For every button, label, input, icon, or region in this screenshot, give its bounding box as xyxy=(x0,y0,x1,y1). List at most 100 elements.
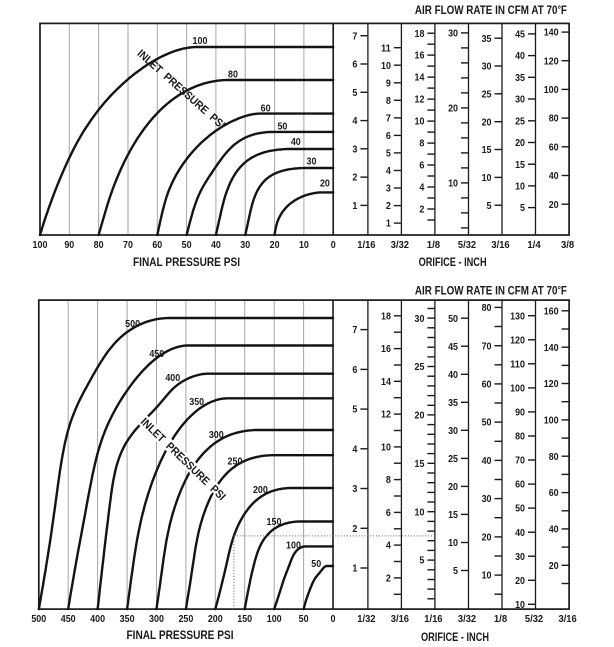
svg-text:25: 25 xyxy=(515,116,525,127)
svg-text:ORIFICE - INCH: ORIFICE - INCH xyxy=(421,632,489,644)
svg-text:10: 10 xyxy=(515,182,525,193)
svg-text:100: 100 xyxy=(544,85,559,96)
svg-text:10: 10 xyxy=(299,240,309,251)
svg-text:5: 5 xyxy=(453,566,458,577)
svg-text:4: 4 xyxy=(386,166,391,177)
svg-text:100: 100 xyxy=(286,540,301,551)
svg-text:1: 1 xyxy=(352,201,357,212)
svg-text:50: 50 xyxy=(277,122,287,133)
svg-text:2: 2 xyxy=(386,574,391,585)
svg-text:3/8: 3/8 xyxy=(561,240,575,251)
svg-text:150: 150 xyxy=(237,614,252,625)
svg-text:200: 200 xyxy=(253,485,268,496)
svg-text:35: 35 xyxy=(482,34,492,45)
svg-text:5: 5 xyxy=(386,149,391,160)
svg-text:60: 60 xyxy=(261,104,271,115)
svg-text:30: 30 xyxy=(240,240,250,251)
svg-text:6: 6 xyxy=(386,508,391,519)
svg-text:5/32: 5/32 xyxy=(458,240,477,251)
svg-text:10: 10 xyxy=(415,507,425,518)
svg-text:1/32: 1/32 xyxy=(357,614,376,625)
svg-text:80: 80 xyxy=(549,452,559,463)
svg-text:5: 5 xyxy=(520,203,525,214)
svg-text:400: 400 xyxy=(165,373,180,384)
svg-text:80: 80 xyxy=(94,240,104,251)
svg-text:100: 100 xyxy=(267,614,282,625)
svg-text:5: 5 xyxy=(352,88,357,99)
svg-text:100: 100 xyxy=(193,36,208,47)
svg-text:14: 14 xyxy=(415,73,425,84)
svg-text:25: 25 xyxy=(415,362,425,373)
svg-text:0: 0 xyxy=(331,614,336,625)
svg-text:45: 45 xyxy=(448,342,458,353)
svg-text:20: 20 xyxy=(270,240,280,251)
svg-text:4: 4 xyxy=(386,541,391,552)
svg-text:25: 25 xyxy=(448,454,458,465)
svg-text:120: 120 xyxy=(544,379,559,390)
svg-text:45: 45 xyxy=(515,30,525,41)
svg-text:10: 10 xyxy=(482,173,492,184)
svg-text:8: 8 xyxy=(386,96,391,107)
svg-text:40: 40 xyxy=(211,240,221,251)
svg-text:2: 2 xyxy=(352,173,357,184)
svg-text:110: 110 xyxy=(510,359,525,370)
svg-text:FINAL PRESSURE PSI: FINAL PRESSURE PSI xyxy=(127,630,234,642)
svg-text:3/32: 3/32 xyxy=(391,240,410,251)
svg-text:25: 25 xyxy=(482,89,492,100)
svg-text:500: 500 xyxy=(125,319,140,330)
svg-text:15: 15 xyxy=(448,510,458,521)
svg-text:200: 200 xyxy=(208,614,223,625)
svg-text:70: 70 xyxy=(123,240,133,251)
svg-text:1/4: 1/4 xyxy=(527,240,541,251)
svg-text:300: 300 xyxy=(209,430,224,441)
svg-text:6: 6 xyxy=(352,60,357,71)
svg-text:40: 40 xyxy=(291,137,301,148)
svg-text:300: 300 xyxy=(149,614,164,625)
svg-text:11: 11 xyxy=(381,43,391,54)
svg-text:50: 50 xyxy=(182,240,192,251)
svg-text:10: 10 xyxy=(415,117,425,128)
svg-text:20: 20 xyxy=(549,200,559,211)
svg-text:35: 35 xyxy=(448,398,458,409)
svg-text:80: 80 xyxy=(549,114,559,125)
svg-text:5: 5 xyxy=(487,201,492,212)
svg-text:30: 30 xyxy=(515,552,525,563)
svg-text:120: 120 xyxy=(510,335,525,346)
svg-text:20: 20 xyxy=(415,411,425,422)
svg-text:70: 70 xyxy=(515,456,525,467)
svg-text:4: 4 xyxy=(352,116,357,127)
svg-text:7: 7 xyxy=(352,31,357,42)
svg-text:100: 100 xyxy=(33,240,48,251)
svg-text:80: 80 xyxy=(482,303,492,314)
svg-text:50: 50 xyxy=(482,418,492,429)
svg-text:3/16: 3/16 xyxy=(559,614,578,625)
svg-text:1: 1 xyxy=(386,219,391,230)
svg-text:6: 6 xyxy=(386,131,391,142)
svg-text:3/32: 3/32 xyxy=(458,614,477,625)
svg-text:90: 90 xyxy=(64,240,74,251)
svg-text:1: 1 xyxy=(352,564,357,575)
svg-text:60: 60 xyxy=(549,142,559,153)
svg-text:40: 40 xyxy=(482,456,492,467)
svg-text:140: 140 xyxy=(544,28,559,39)
svg-text:40: 40 xyxy=(515,528,525,539)
svg-text:15: 15 xyxy=(515,160,525,171)
svg-text:5/32: 5/32 xyxy=(525,614,544,625)
svg-text:60: 60 xyxy=(549,488,559,499)
svg-text:80: 80 xyxy=(228,70,238,81)
svg-text:2: 2 xyxy=(352,524,357,535)
svg-text:30: 30 xyxy=(515,95,525,106)
svg-text:20: 20 xyxy=(448,482,458,493)
svg-text:9: 9 xyxy=(386,78,391,89)
svg-text:16: 16 xyxy=(381,344,391,355)
svg-text:30: 30 xyxy=(307,157,317,168)
svg-text:6: 6 xyxy=(419,161,424,172)
svg-text:20: 20 xyxy=(448,104,458,115)
svg-text:450: 450 xyxy=(61,614,76,625)
svg-text:20: 20 xyxy=(320,178,330,189)
svg-text:12: 12 xyxy=(415,95,425,106)
svg-text:2: 2 xyxy=(386,201,391,212)
svg-text:FINAL PRESSURE PSI: FINAL PRESSURE PSI xyxy=(133,257,240,269)
svg-text:120: 120 xyxy=(544,56,559,67)
svg-text:40: 40 xyxy=(515,51,525,62)
